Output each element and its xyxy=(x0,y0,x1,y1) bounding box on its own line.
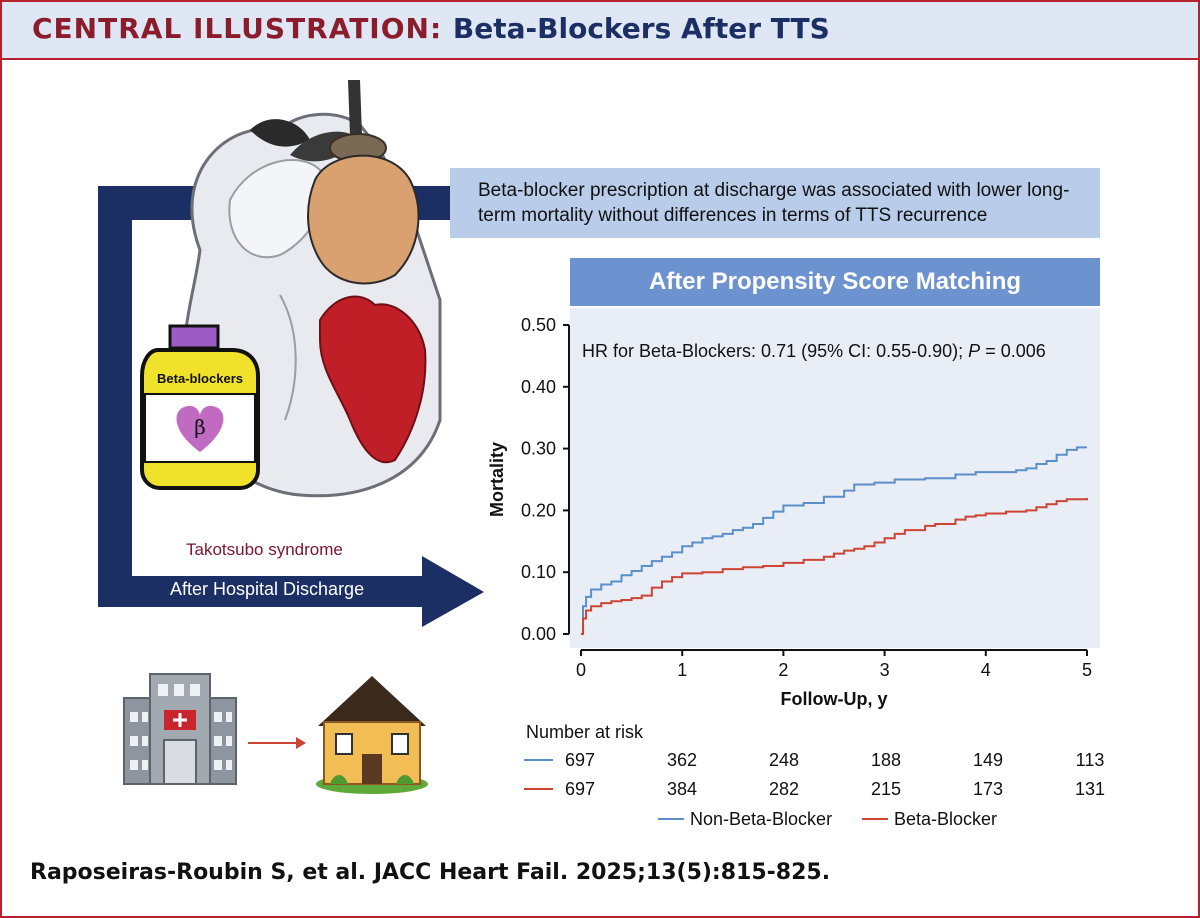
x-tick-label: 5 xyxy=(1082,660,1092,680)
series-layer xyxy=(581,446,1088,635)
discharge-arrow-label: After Hospital Discharge xyxy=(170,579,365,599)
risk-cell: 248 xyxy=(769,750,799,770)
y-axis-label: Mortality xyxy=(487,442,507,517)
x-tick-label: 2 xyxy=(778,660,788,680)
series-line-beta-blocker xyxy=(581,498,1088,635)
risk-cell: 697 xyxy=(565,779,595,799)
takotsubo-pot-body xyxy=(307,154,420,285)
risk-cell: 282 xyxy=(769,779,799,799)
chart-legend: Non-Beta-Blocker Beta-Blocker xyxy=(658,809,997,829)
takotsubo-pot-handle xyxy=(348,80,362,135)
discharge-arrow xyxy=(98,556,484,627)
number-at-risk-label: Number at risk xyxy=(526,722,644,742)
house-window-right xyxy=(391,733,409,755)
hospital-door xyxy=(163,739,197,785)
citation: Raposeiras-Roubin S, et al. JACC Heart F… xyxy=(30,860,831,885)
house-roof xyxy=(318,676,426,726)
beta-blocker-bottle-icon: Beta-blockers β xyxy=(140,324,260,490)
y-tick-label: 0.40 xyxy=(521,377,556,397)
hospital-cross-icon xyxy=(173,713,187,727)
header-kicker: CENTRAL ILLUSTRATION: xyxy=(32,12,443,45)
finding-text: Beta-blocker prescription at discharge w… xyxy=(478,180,1070,226)
risk-cell: 149 xyxy=(973,750,1003,770)
risk-cell: 113 xyxy=(1076,750,1105,770)
house-door xyxy=(362,754,382,784)
beta-symbol: β xyxy=(194,415,206,439)
risk-cell: 697 xyxy=(565,750,595,770)
axis-layer: 0.00 0.10 0.20 0.30 0.40 0.50 0 1 2 3 4 5 xyxy=(521,315,1092,680)
y-tick-label: 0.10 xyxy=(521,562,556,582)
x-tick-label: 1 xyxy=(677,660,687,680)
heart-vessel-dark xyxy=(250,119,310,147)
number-at-risk-table: Number at risk 697 362 248 188 149 113 697 384 28… xyxy=(524,722,1105,799)
legend-entry: Non-Beta-Blocker xyxy=(690,809,832,829)
hazard-ratio-annotation: HR for Beta-Blockers: 0.71 (95% CI: 0.55… xyxy=(582,341,1046,361)
hospital-windows xyxy=(130,684,232,770)
header-main-title: Beta-Blockers After TTS xyxy=(452,12,830,45)
y-tick-label: 0.20 xyxy=(521,500,556,520)
plot-background xyxy=(570,308,1100,648)
header-bar: CENTRAL ILLUSTRATION: Beta-Blockers Afte… xyxy=(2,2,1198,60)
house-bushes xyxy=(330,775,414,784)
house-icon xyxy=(316,676,428,794)
risk-cell: 384 xyxy=(667,779,697,799)
heart-wall-line xyxy=(279,294,297,421)
y-tick-label: 0.30 xyxy=(521,439,556,459)
risk-cell: 173 xyxy=(973,779,1003,799)
heart-ventricle-red xyxy=(319,295,427,464)
timeline-bracket xyxy=(98,186,484,627)
takotsubo-label: Takotsubo syndrome xyxy=(186,540,343,559)
finding-callout: Beta-blocker prescription at discharge w… xyxy=(450,168,1100,238)
bottle-heart-icon xyxy=(176,405,224,452)
x-tick-label: 4 xyxy=(981,660,991,680)
risk-cell: 362 xyxy=(667,750,697,770)
x-axis-label: Follow-Up, y xyxy=(781,689,888,709)
y-tick-label: 0.00 xyxy=(521,624,556,644)
x-tick-label: 0 xyxy=(576,660,586,680)
chart-title-banner: After Propensity Score Matching xyxy=(570,258,1100,306)
header-title: CENTRAL ILLUSTRATION: Beta-Blockers Afte… xyxy=(32,12,830,45)
y-tick-label: 0.50 xyxy=(521,315,556,335)
legend-entry: Beta-Blocker xyxy=(894,809,997,829)
hospital-icon xyxy=(123,673,237,785)
transfer-arrow-icon xyxy=(248,737,306,749)
risk-cell: 131 xyxy=(1075,779,1105,799)
risk-cell: 215 xyxy=(871,779,901,799)
bottle-label: Beta-blockers xyxy=(157,371,243,386)
x-tick-label: 3 xyxy=(880,660,890,680)
risk-cell: 188 xyxy=(871,750,901,770)
series-line-non-beta-blocker xyxy=(581,446,1087,635)
house-window-left xyxy=(335,733,353,755)
